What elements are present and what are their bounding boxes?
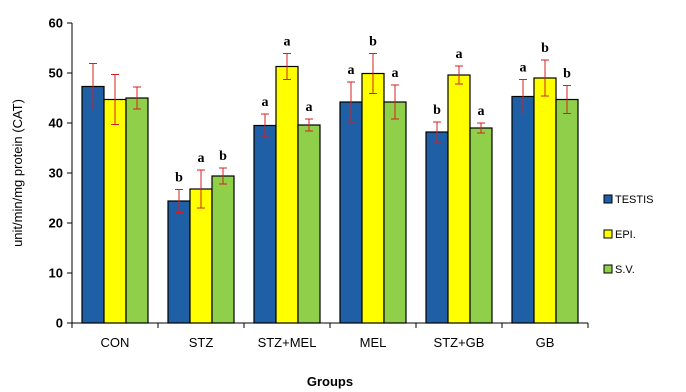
- bar: [469, 127, 493, 324]
- legend: TESTIS EPI. S.V.: [603, 194, 654, 276]
- significance-letter: b: [541, 41, 549, 56]
- bar: [511, 95, 535, 324]
- significance-letter: b: [433, 103, 441, 118]
- legend-swatch: [603, 264, 613, 274]
- bar: [297, 124, 321, 324]
- x-category-label: STZ+GB: [434, 335, 485, 350]
- significance-letter: b: [369, 35, 377, 50]
- significance-letter: b: [219, 149, 227, 164]
- significance-letter: a: [262, 95, 269, 110]
- bar: [383, 101, 407, 324]
- bar: [339, 101, 363, 324]
- y-tick-label: 40: [49, 116, 63, 131]
- y-tick-label: 50: [49, 66, 63, 81]
- bar: [167, 200, 191, 324]
- y-tick-label: 30: [49, 166, 63, 181]
- significance-letter: a: [198, 151, 205, 166]
- y-tick-label: 10: [49, 266, 63, 281]
- significance-letter: a: [348, 63, 355, 78]
- significance-letter: a: [520, 61, 527, 76]
- x-axis-title: Groups: [307, 374, 353, 389]
- legend-label: EPI.: [615, 229, 636, 241]
- bar: [211, 175, 235, 324]
- y-tick-label: 0: [56, 316, 63, 331]
- bar: [447, 74, 471, 324]
- legend-label: TESTIS: [615, 194, 654, 206]
- significance-letter: b: [175, 171, 183, 186]
- bar: [189, 188, 213, 324]
- significance-letter: a: [478, 104, 485, 119]
- x-category-label: CON: [101, 335, 130, 350]
- bar: [533, 77, 557, 324]
- y-tick-label: 60: [49, 16, 63, 31]
- x-category-label: GB: [536, 335, 555, 350]
- significance-letter: a: [456, 47, 463, 62]
- bar: [555, 98, 579, 324]
- bar: [275, 65, 299, 324]
- significance-letter: a: [284, 35, 291, 50]
- x-category-label: MEL: [360, 335, 387, 350]
- bar: [425, 131, 449, 324]
- significance-letter: b: [563, 67, 571, 82]
- bar: [125, 97, 149, 324]
- bar: [81, 85, 105, 324]
- legend-swatch: [603, 229, 613, 239]
- x-category-label: STZ: [189, 335, 214, 350]
- x-category-label: STZ+MEL: [258, 335, 317, 350]
- bar: [361, 72, 385, 324]
- bar: [103, 98, 127, 324]
- bar: [253, 124, 277, 324]
- significance-letter: a: [306, 100, 313, 115]
- legend-swatch: [603, 194, 613, 204]
- legend-label: S.V.: [615, 264, 635, 276]
- y-tick-label: 20: [49, 216, 63, 231]
- significance-letter: a: [392, 66, 399, 81]
- y-axis-title: unit/min/mg protein (CAT): [10, 99, 25, 247]
